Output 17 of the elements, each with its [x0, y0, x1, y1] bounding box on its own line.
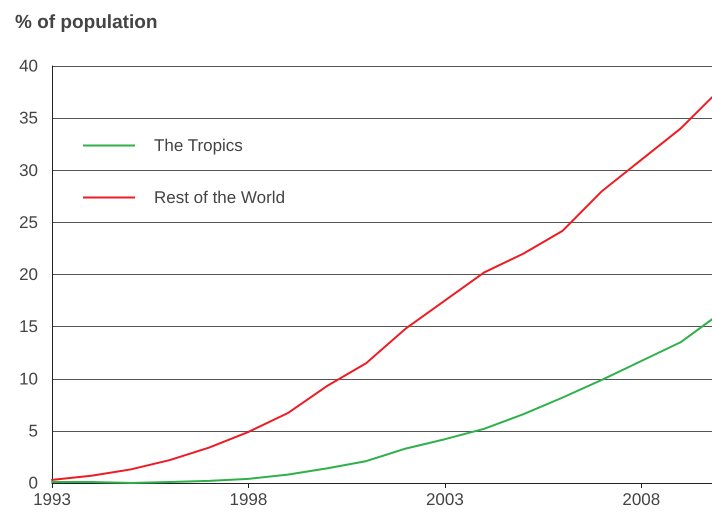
- y-tick-label: 10: [19, 369, 38, 388]
- x-tick-label: 1993: [33, 490, 71, 509]
- x-tick-label: 2008: [622, 490, 660, 509]
- y-tick-label: 5: [28, 421, 38, 440]
- y-tick-label: 30: [19, 160, 38, 180]
- y-tick-label: 25: [19, 212, 38, 232]
- x-tick-label: 2003: [426, 490, 464, 509]
- y-tick-label: 40: [19, 56, 38, 76]
- y-axis-title: % of population: [15, 12, 158, 33]
- y-tick-label: 0: [28, 474, 38, 492]
- legend-label: Rest of the World: [154, 188, 286, 207]
- y-tick-label: 20: [19, 265, 38, 284]
- line-series: [51, 96, 712, 481]
- y-tick-label: 35: [19, 108, 38, 128]
- legend-label: The Tropics: [154, 136, 243, 155]
- y-tick-label: 15: [19, 317, 38, 336]
- x-tick-label: 1998: [230, 490, 268, 509]
